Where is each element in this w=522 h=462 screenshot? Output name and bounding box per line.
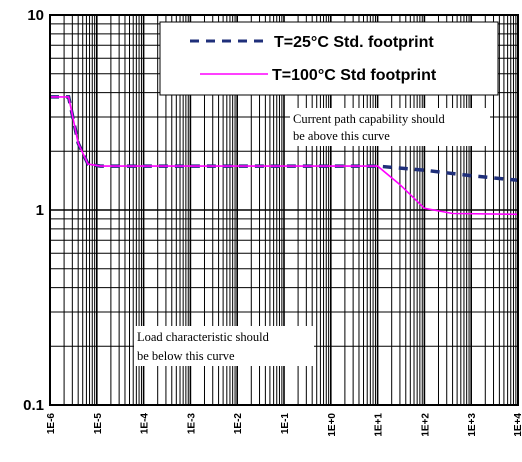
x-tick-label: 1E-4 [140,413,151,435]
y-tick-label: 0.1 [23,397,44,414]
annotation-lower-line-1: Load characteristic should [137,330,270,344]
x-tick-labels: 1E-6 1E-5 1E-4 1E-3 1E-2 1E-1 1E+0 1E+1 1E+2 1E+3… [46,413,522,437]
annotation-lower-line-2: be below this curve [137,349,235,363]
x-tick-label: 1E-5 [93,413,104,435]
x-tick-label: 1E-1 [280,413,291,435]
plot-frame [49,14,519,406]
annotation-upper: Current path capability should be above … [290,108,490,146]
x-tick-label: 1E-3 [186,413,197,435]
x-tick-label: 1E-2 [233,413,244,435]
legend-label-25c: T=25°C Std. footprint [274,34,434,51]
y-tick-labels: 10 1 0.1 [23,7,44,414]
series-line-1 [50,96,519,216]
x-tick-label: 1E+2 [420,413,431,437]
y-tick-label: 1 [36,202,44,219]
y-tick-label: 10 [27,7,44,24]
series-layer [50,95,519,216]
legend-label-100c: T=100°C Std footprint [272,67,437,84]
annotation-upper-line-1: Current path capability should [293,112,445,126]
x-tick-label: 1E+0 [327,413,338,437]
annotation-upper-box [290,108,490,146]
annotation-upper-line-2: be above this curve [293,129,390,143]
x-tick-label: 1E+3 [467,413,478,437]
x-tick-label: 1E+4 [513,413,522,437]
x-tick-label: 1E-6 [46,413,57,435]
x-tick-label: 1E+1 [374,413,385,437]
annotation-lower: Load characteristic should be below this… [134,326,314,366]
annotation-lower-box [134,326,314,366]
legend-box [159,21,499,96]
legend: T=25°C Std. footprint T=100°C Std footpr… [159,21,499,96]
